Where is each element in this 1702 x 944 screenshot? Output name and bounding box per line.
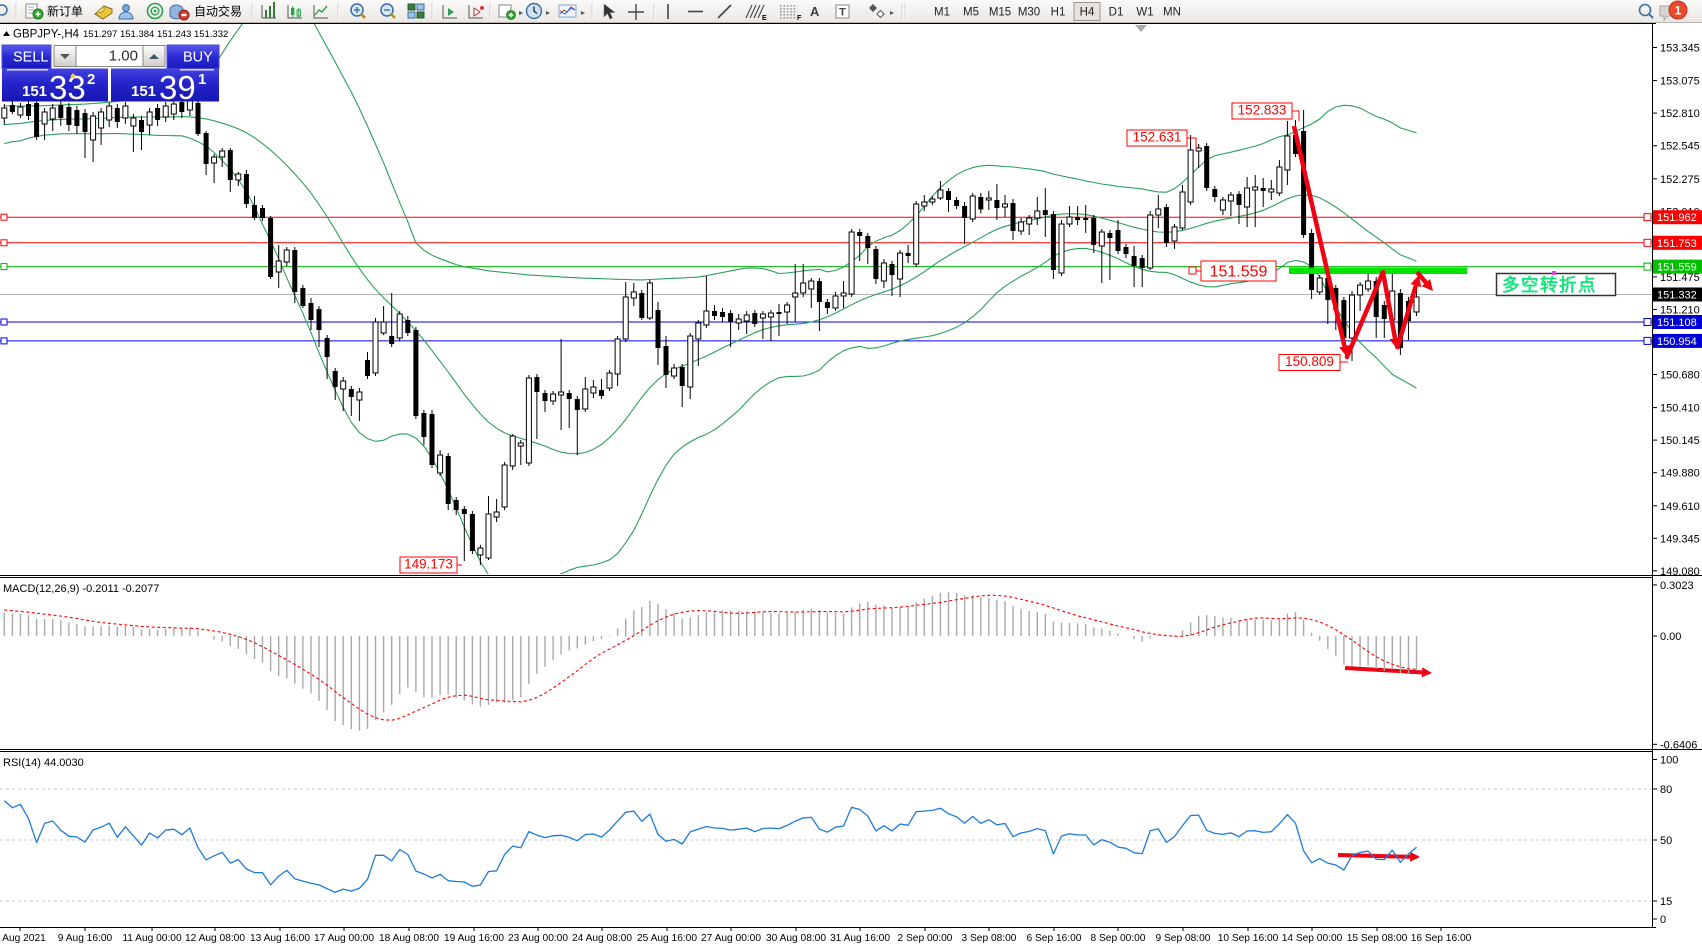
svg-text:15 Sep 08:00: 15 Sep 08:00 bbox=[1347, 933, 1408, 944]
svg-text:151.559: 151.559 bbox=[1210, 264, 1268, 281]
svg-text:M1: M1 bbox=[934, 7, 950, 19]
svg-text:0: 0 bbox=[1660, 914, 1666, 926]
svg-text:H1: H1 bbox=[1051, 7, 1066, 19]
svg-text:151.297 151.384 151.243 151.33: 151.297 151.384 151.243 151.332 bbox=[83, 29, 228, 40]
svg-text:33: 33 bbox=[49, 69, 86, 106]
svg-text:13 Aug 16:00: 13 Aug 16:00 bbox=[250, 933, 310, 944]
svg-text:151.332: 151.332 bbox=[1657, 290, 1697, 302]
svg-text:9 Aug 16:00: 9 Aug 16:00 bbox=[58, 933, 113, 944]
svg-text:19 Aug 16:00: 19 Aug 16:00 bbox=[444, 933, 504, 944]
svg-text:31 Aug 16:00: 31 Aug 16:00 bbox=[830, 933, 890, 944]
svg-text:149.345: 149.345 bbox=[1660, 533, 1700, 545]
svg-text:14 Sep 00:00: 14 Sep 00:00 bbox=[1282, 933, 1343, 944]
svg-text:149.080: 149.080 bbox=[1660, 566, 1700, 578]
svg-text:15: 15 bbox=[1660, 896, 1672, 908]
svg-text:GBPJPY-,H4: GBPJPY-,H4 bbox=[13, 29, 80, 41]
svg-text:151.753: 151.753 bbox=[1657, 238, 1697, 250]
svg-text:152.275: 152.275 bbox=[1660, 174, 1700, 186]
svg-text:150.145: 150.145 bbox=[1660, 435, 1700, 447]
svg-text:SELL: SELL bbox=[13, 50, 48, 66]
svg-text:152.545: 152.545 bbox=[1660, 141, 1700, 153]
svg-text:RSI(14) 44.0030: RSI(14) 44.0030 bbox=[3, 757, 84, 769]
svg-text:27 Aug 00:00: 27 Aug 00:00 bbox=[701, 933, 761, 944]
svg-text:多空转折点: 多空转折点 bbox=[1502, 275, 1597, 295]
svg-text:30 Aug 08:00: 30 Aug 08:00 bbox=[766, 933, 826, 944]
svg-text:50: 50 bbox=[1660, 835, 1672, 847]
svg-text:151: 151 bbox=[22, 83, 47, 100]
svg-text:12 Aug 08:00: 12 Aug 08:00 bbox=[185, 933, 245, 944]
svg-text:149.610: 149.610 bbox=[1660, 501, 1700, 513]
svg-text:BUY: BUY bbox=[183, 50, 213, 66]
svg-text:151.108: 151.108 bbox=[1657, 317, 1697, 329]
svg-text:11 Aug 00:00: 11 Aug 00:00 bbox=[122, 933, 182, 944]
svg-text:151: 151 bbox=[131, 83, 156, 100]
svg-text:150.809: 150.809 bbox=[1285, 354, 1334, 369]
svg-text:新订单: 新订单 bbox=[47, 4, 83, 19]
svg-text:2 Sep 00:00: 2 Sep 00:00 bbox=[898, 933, 953, 944]
svg-text:150.680: 150.680 bbox=[1660, 370, 1700, 382]
svg-text:18 Aug 08:00: 18 Aug 08:00 bbox=[379, 933, 439, 944]
svg-text:1: 1 bbox=[1675, 4, 1682, 18]
svg-text:8 Sep 00:00: 8 Sep 00:00 bbox=[1091, 933, 1146, 944]
svg-text:17 Aug 00:00: 17 Aug 00:00 bbox=[314, 933, 374, 944]
svg-text:F: F bbox=[797, 15, 802, 22]
svg-text:80: 80 bbox=[1660, 784, 1672, 796]
svg-text:6 Aug 2021: 6 Aug 2021 bbox=[0, 933, 46, 944]
svg-text:149.880: 149.880 bbox=[1660, 468, 1700, 480]
svg-text:153.075: 153.075 bbox=[1660, 76, 1700, 88]
svg-text:W1: W1 bbox=[1136, 7, 1153, 19]
svg-text:M5: M5 bbox=[963, 7, 979, 19]
svg-text:6 Sep 16:00: 6 Sep 16:00 bbox=[1027, 933, 1082, 944]
svg-text:0.3023: 0.3023 bbox=[1660, 580, 1694, 592]
svg-text:16 Sep 16:00: 16 Sep 16:00 bbox=[1411, 933, 1472, 944]
svg-text:M15: M15 bbox=[989, 7, 1011, 19]
svg-text:1.00: 1.00 bbox=[109, 48, 138, 65]
svg-text:152.631: 152.631 bbox=[1133, 130, 1182, 145]
svg-text:151.559: 151.559 bbox=[1657, 262, 1697, 274]
svg-text:M30: M30 bbox=[1018, 7, 1040, 19]
svg-text:9 Sep 08:00: 9 Sep 08:00 bbox=[1156, 933, 1211, 944]
svg-text:A: A bbox=[810, 4, 820, 19]
svg-text:MN: MN bbox=[1163, 7, 1181, 19]
svg-text:D1: D1 bbox=[1109, 7, 1124, 19]
svg-text:100: 100 bbox=[1660, 755, 1678, 767]
svg-text:自动交易: 自动交易 bbox=[194, 4, 242, 19]
svg-text:152.810: 152.810 bbox=[1660, 108, 1700, 120]
svg-text:-0.6406: -0.6406 bbox=[1660, 739, 1697, 751]
svg-text:149.173: 149.173 bbox=[404, 557, 453, 572]
svg-text:151.475: 151.475 bbox=[1660, 272, 1700, 284]
svg-text:25 Aug 16:00: 25 Aug 16:00 bbox=[637, 933, 697, 944]
svg-text:E: E bbox=[762, 15, 767, 22]
svg-text:2: 2 bbox=[87, 71, 95, 88]
svg-text:39: 39 bbox=[159, 69, 196, 106]
svg-text:T: T bbox=[839, 7, 846, 19]
svg-text:MACD(12,26,9) -0.2011 -0.2077: MACD(12,26,9) -0.2011 -0.2077 bbox=[3, 583, 159, 595]
svg-text:151.210: 151.210 bbox=[1660, 305, 1700, 317]
svg-text:23 Aug 00:00: 23 Aug 00:00 bbox=[508, 933, 568, 944]
svg-text:24 Aug 08:00: 24 Aug 08:00 bbox=[572, 933, 632, 944]
svg-text:H4: H4 bbox=[1080, 7, 1095, 19]
svg-text:10 Sep 16:00: 10 Sep 16:00 bbox=[1218, 933, 1279, 944]
svg-text:151.962: 151.962 bbox=[1657, 212, 1697, 224]
svg-text:153.345: 153.345 bbox=[1660, 43, 1700, 55]
svg-text:152.833: 152.833 bbox=[1238, 103, 1287, 118]
svg-text:1: 1 bbox=[198, 71, 206, 88]
svg-text:3 Sep 08:00: 3 Sep 08:00 bbox=[962, 933, 1017, 944]
svg-text:0.00: 0.00 bbox=[1660, 631, 1681, 643]
svg-text:150.410: 150.410 bbox=[1660, 403, 1700, 415]
svg-text:150.954: 150.954 bbox=[1657, 336, 1697, 348]
